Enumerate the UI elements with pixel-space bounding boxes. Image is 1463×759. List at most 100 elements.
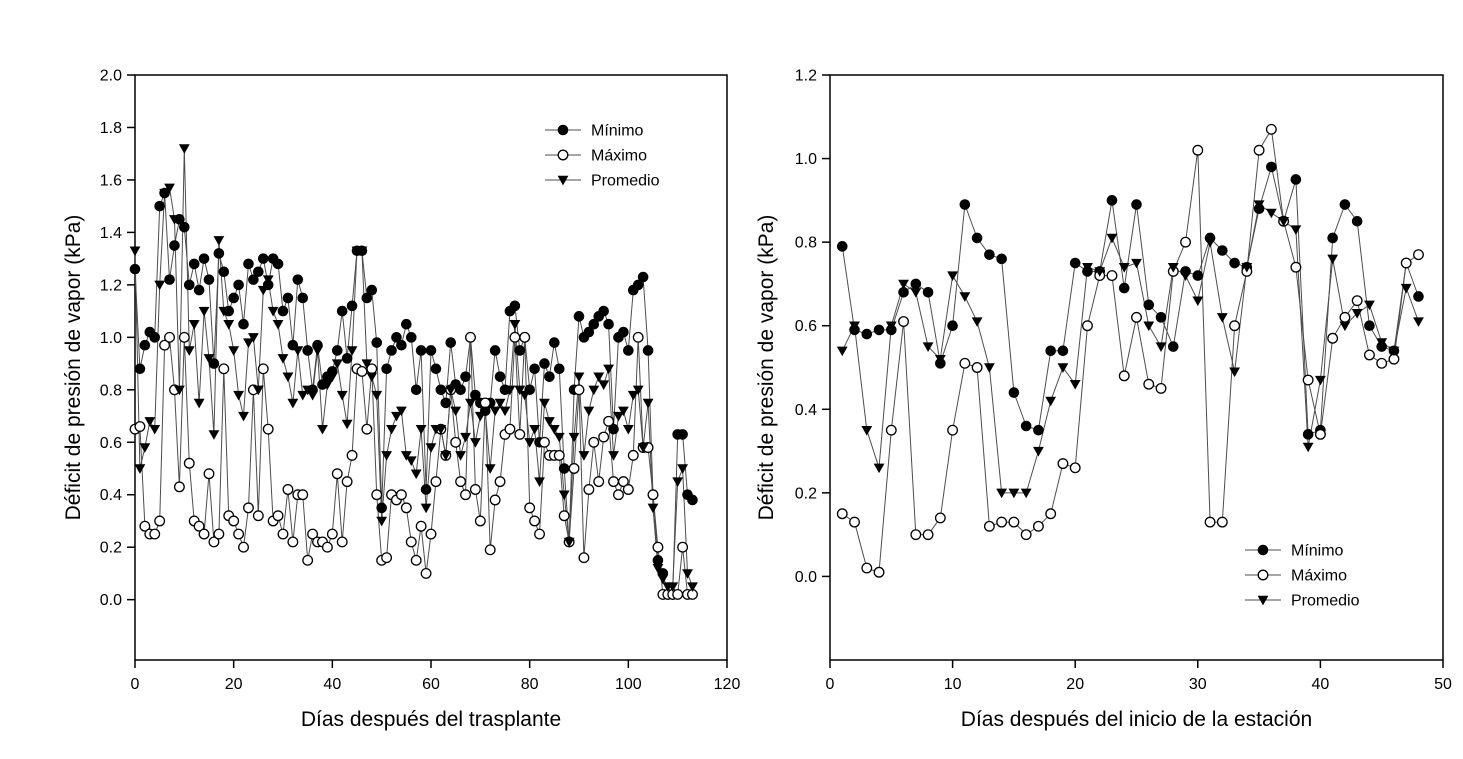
data-point-minimo <box>922 286 934 298</box>
data-point-maximo <box>346 449 358 461</box>
data-point-maximo <box>1400 257 1412 269</box>
data-point-maximo <box>553 449 565 461</box>
data-point-promedio <box>677 464 688 474</box>
data-point-maximo <box>588 436 600 448</box>
data-point-minimo <box>1327 232 1338 244</box>
data-point-promedio <box>213 236 225 246</box>
legend-label-minimo: Mínimo <box>1291 543 1344 560</box>
data-point-minimo <box>445 337 457 348</box>
data-point-promedio <box>183 346 195 356</box>
data-point-minimo <box>292 274 304 285</box>
data-point-promedio <box>193 398 205 409</box>
data-point-promedio <box>613 411 624 422</box>
data-point-maximo <box>1180 236 1191 248</box>
data-point-maximo <box>450 436 462 448</box>
data-point-maximo <box>934 512 946 524</box>
y-tick-label: 0.6 <box>795 318 817 335</box>
data-point-promedio <box>642 398 654 409</box>
data-point-promedio <box>149 424 161 435</box>
data-point-promedio <box>178 144 190 154</box>
data-point-maximo <box>277 528 289 540</box>
data-point-minimo <box>410 384 422 396</box>
x-tick-label: 60 <box>422 676 440 693</box>
data-point-minimo <box>861 328 873 340</box>
data-point-maximo <box>1106 270 1118 282</box>
data-point-minimo <box>282 292 294 304</box>
data-point-promedio <box>1327 254 1339 265</box>
data-point-minimo <box>1045 345 1056 357</box>
data-point-promedio <box>317 424 328 435</box>
data-point-maximo <box>534 528 545 540</box>
data-point-promedio <box>198 306 210 317</box>
data-point-promedio <box>159 188 170 199</box>
legend-marker-minimo <box>557 124 569 136</box>
data-point-maximo <box>193 520 205 532</box>
data-point-promedio <box>445 385 457 396</box>
data-point-maximo <box>233 528 245 540</box>
data-point-promedio <box>1204 237 1216 248</box>
data-point-maximo <box>134 421 146 432</box>
data-point-maximo <box>996 516 1008 528</box>
y-axis-title: Déficit de presión de vapor (kPa) <box>62 215 85 521</box>
data-point-promedio <box>922 342 934 353</box>
data-point-promedio <box>1216 313 1228 323</box>
data-point-maximo <box>1351 295 1363 307</box>
data-point-maximo <box>622 484 634 495</box>
data-point-promedio <box>519 390 531 401</box>
data-point-promedio <box>861 425 873 436</box>
data-point-promedio <box>1180 271 1191 281</box>
y-tick-label: 0.4 <box>795 402 817 419</box>
data-point-promedio <box>465 398 476 409</box>
data-point-minimo <box>583 326 595 338</box>
data-point-minimo <box>253 266 264 278</box>
data-point-promedio <box>287 398 299 409</box>
data-point-minimo <box>514 345 526 356</box>
data-point-minimo <box>198 253 210 264</box>
data-point-minimo <box>405 332 417 343</box>
data-point-promedio <box>455 451 466 461</box>
data-point-promedio <box>836 346 848 357</box>
data-point-minimo <box>1229 257 1240 269</box>
data-point-minimo <box>164 274 175 285</box>
data-point-maximo <box>677 541 689 553</box>
data-point-maximo <box>228 515 240 527</box>
data-point-promedio <box>934 354 946 365</box>
data-point-promedio <box>435 424 447 435</box>
data-point-promedio <box>292 346 304 356</box>
data-point-maximo <box>1204 516 1216 528</box>
data-point-maximo <box>238 541 249 553</box>
data-point-promedio <box>687 582 698 592</box>
data-point-maximo <box>1314 428 1326 440</box>
data-point-maximo <box>307 528 319 540</box>
data-point-maximo <box>971 362 983 373</box>
data-point-promedio <box>346 346 358 356</box>
data-point-maximo <box>203 468 215 480</box>
x-tick-label: 10 <box>944 676 962 693</box>
data-point-minimo <box>238 318 249 330</box>
data-point-minimo <box>1167 341 1179 352</box>
legend-marker-maximo <box>557 149 569 161</box>
data-point-maximo <box>885 424 897 436</box>
data-point-promedio <box>910 288 922 298</box>
y-tick-label: 1.6 <box>100 172 122 189</box>
data-point-promedio <box>1302 442 1314 453</box>
x-tick-label: 40 <box>1312 676 1330 693</box>
data-point-maximo <box>603 415 615 427</box>
data-point-maximo <box>282 484 294 495</box>
data-point-promedio <box>494 398 506 409</box>
data-point-maximo <box>415 520 427 532</box>
data-point-minimo <box>396 339 407 351</box>
data-point-minimo <box>544 371 555 382</box>
data-point-maximo <box>1302 374 1314 386</box>
data-point-promedio <box>144 417 156 427</box>
data-point-minimo <box>489 345 501 356</box>
data-point-minimo <box>598 305 609 317</box>
data-point-minimo <box>1351 215 1363 227</box>
data-point-maximo <box>1265 123 1277 135</box>
x-tick-label: 0 <box>826 676 835 693</box>
data-point-promedio <box>1253 200 1265 210</box>
data-point-maximo <box>297 489 309 501</box>
data-point-maximo <box>381 552 393 564</box>
data-point-maximo <box>1118 370 1130 382</box>
data-point-minimo <box>213 248 225 259</box>
